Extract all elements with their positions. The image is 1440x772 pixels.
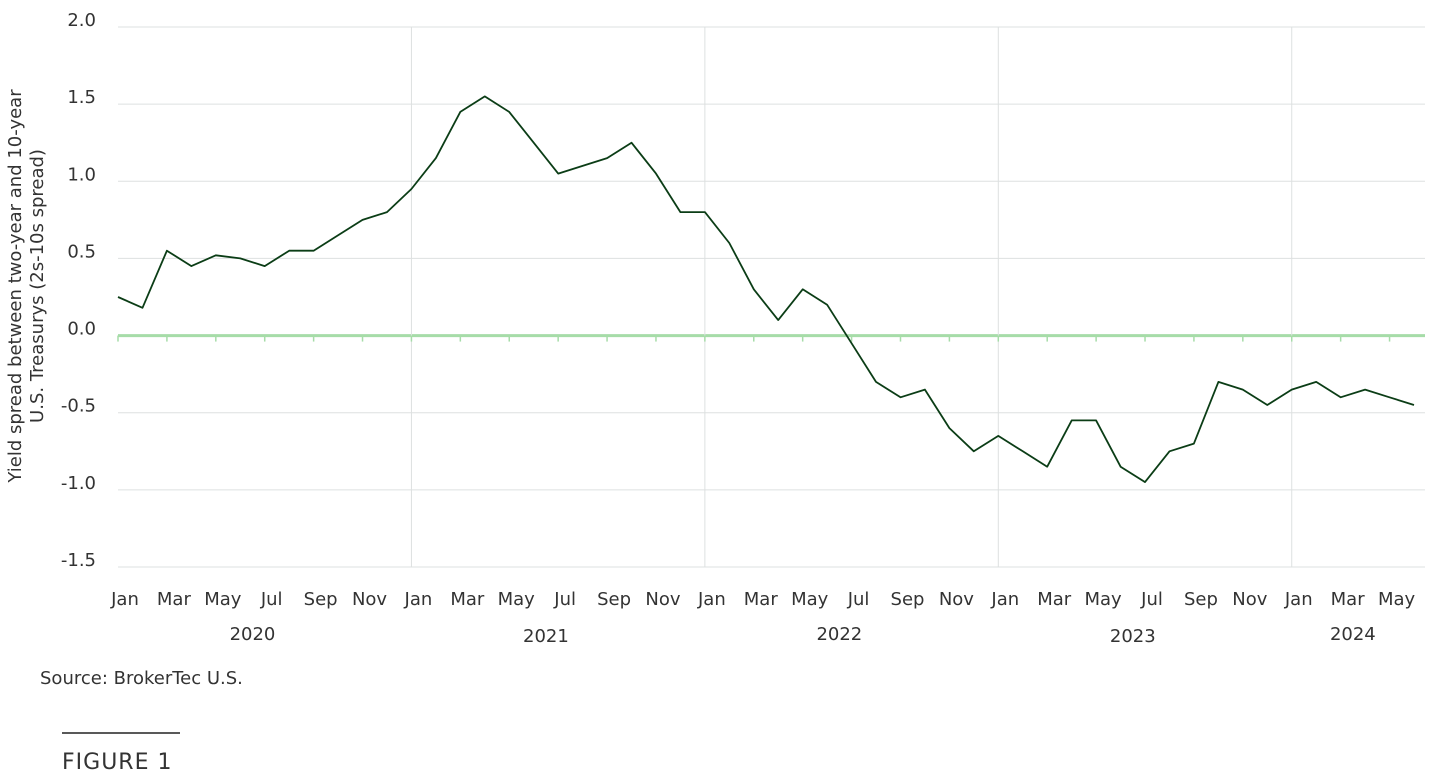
x-tick-label: Nov (939, 589, 974, 610)
x-tick-label: Jan (1284, 589, 1313, 610)
x-tick-label: Mar (1037, 589, 1072, 610)
x-tick-label: Jul (553, 589, 576, 610)
x-tick-label: Jul (847, 589, 870, 610)
x-tick-label: Sep (597, 589, 631, 610)
x-tick-label: Sep (891, 589, 925, 610)
y-tick-label: 1.5 (67, 87, 96, 108)
x-tick-label: Sep (304, 589, 338, 610)
x-tick-label: Jan (697, 589, 726, 610)
data-line (117, 95, 1415, 483)
figure-label: FIGURE 1 (62, 750, 172, 772)
x-tick-label: May (204, 589, 242, 610)
y-tick-label: -0.5 (61, 396, 96, 417)
x-tick-label: May (498, 589, 536, 610)
year-label: 2021 (523, 626, 569, 647)
y-axis-label: U.S. Treasurys (2s-10s spread) (27, 149, 48, 423)
x-tick-label: Mar (450, 589, 485, 610)
x-tick-label: Nov (1232, 589, 1267, 610)
source-note: Source: BrokerTec U.S. (40, 668, 243, 689)
y-tick-label: -1.5 (61, 550, 96, 571)
x-tick-label: Mar (157, 589, 192, 610)
year-label: 2022 (816, 624, 862, 645)
y-tick-label: 2.0 (67, 10, 96, 31)
x-tick-label: May (791, 589, 829, 610)
x-tick-label: Jul (1140, 589, 1163, 610)
x-tick-label: Nov (352, 589, 387, 610)
year-label: 2024 (1330, 624, 1376, 645)
year-label: 2020 (230, 624, 276, 645)
x-tick-label: Sep (1184, 589, 1218, 610)
x-tick-label: Nov (645, 589, 680, 610)
x-tick-label: Jan (110, 589, 139, 610)
x-tick-label: May (1378, 589, 1416, 610)
y-tick-label: -1.0 (61, 473, 96, 494)
x-tick-label: Jan (404, 589, 433, 610)
year-label: 2023 (1110, 626, 1156, 647)
x-tick-label: May (1085, 589, 1123, 610)
x-tick-label: Mar (1331, 589, 1366, 610)
x-tick-label: Mar (744, 589, 779, 610)
x-tick-label: Jan (990, 589, 1019, 610)
y-tick-label: 1.0 (67, 164, 96, 185)
y-axis-label: Yield spread between two-year and 10-yea… (5, 89, 26, 484)
x-tick-label: Jul (260, 589, 283, 610)
y-tick-label: 0.0 (67, 319, 96, 340)
y-tick-label: 0.5 (67, 241, 96, 262)
